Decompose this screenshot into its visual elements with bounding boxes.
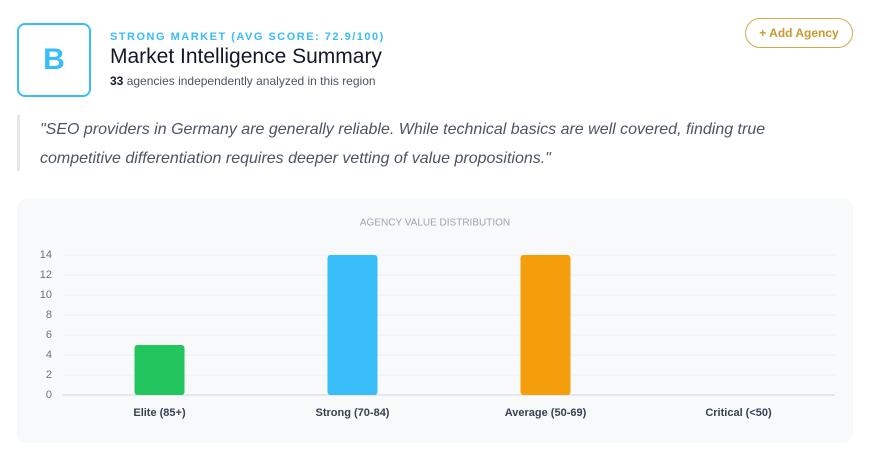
bar [520, 255, 571, 395]
y-tick-label: 6 [46, 329, 52, 341]
x-tick-label: Elite (85+) [133, 407, 186, 419]
subtitle: 33 agencies independently analyzed in th… [110, 74, 376, 88]
bar [134, 345, 185, 395]
y-tick-label: 2 [46, 369, 52, 381]
bar [327, 255, 378, 395]
count: 33 [110, 74, 124, 88]
x-tick-label: Critical (<50) [705, 407, 772, 419]
quote: "SEO providers in Germany are generally … [17, 115, 765, 171]
y-tick-label: 12 [40, 269, 52, 281]
add-agency-button[interactable]: + Add Agency [745, 18, 853, 48]
badge: B [17, 23, 91, 97]
quote-line: "SEO providers in Germany are generally … [40, 121, 766, 138]
chart-panel [17, 199, 853, 443]
eyebrow: STRONG MARKET (AVG SCORE: 72.9/100) [110, 31, 385, 43]
chart-title: AGENCY VALUE DISTRIBUTION [360, 218, 510, 229]
x-tick-label: Average (50-69) [505, 407, 587, 419]
y-tick-label: 10 [40, 289, 52, 301]
subtitle-text: agencies independently analyzed in this … [126, 74, 376, 88]
title: Market Intelligence Summary [110, 45, 382, 68]
y-tick-label: 8 [46, 309, 52, 321]
y-tick-label: 4 [46, 349, 52, 361]
x-tick-label: Strong (70-84) [316, 407, 390, 419]
quote-line: competitive differentiation requires dee… [40, 150, 551, 167]
y-tick-label: 14 [40, 249, 52, 261]
y-tick-label: 0 [46, 389, 52, 401]
